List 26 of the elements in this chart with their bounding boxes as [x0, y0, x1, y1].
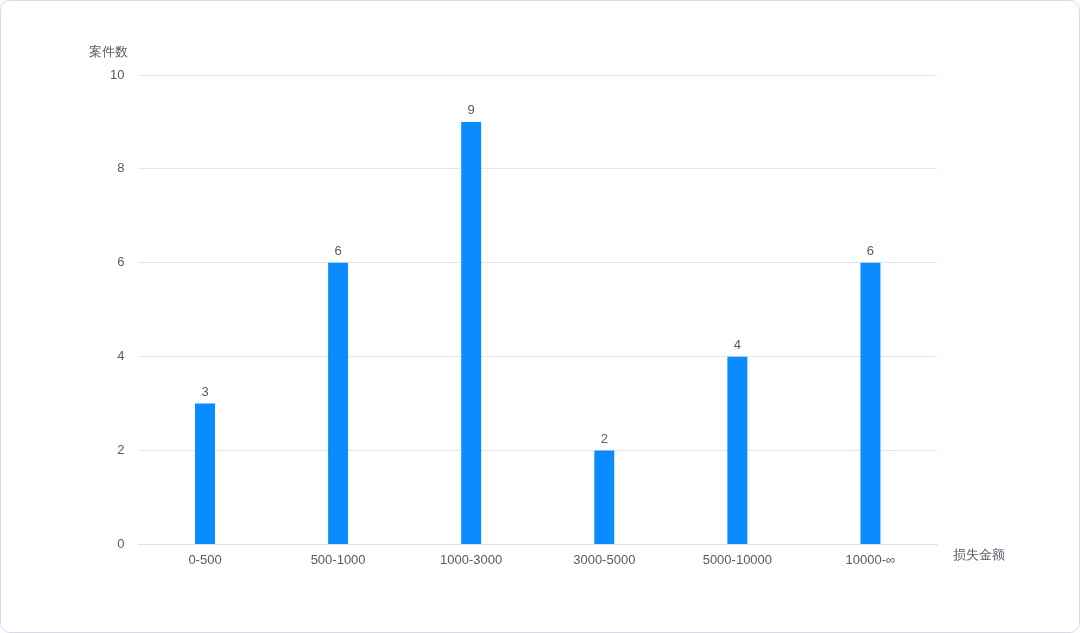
- x-tick-label: 500-1000: [310, 551, 366, 567]
- x-tick-label: 10000-∞: [845, 551, 896, 567]
- y-tick-label: 10: [109, 66, 125, 82]
- x-axis-title: 损失金额: [953, 546, 1005, 562]
- bar: [461, 121, 482, 544]
- y-tick-label: 0: [117, 535, 125, 551]
- data-label: 9: [467, 102, 475, 118]
- x-tick-label: 0-500: [188, 551, 222, 567]
- data-label: 4: [733, 336, 741, 352]
- bar: [195, 403, 215, 544]
- y-tick-label: 6: [117, 254, 125, 270]
- data-label: 6: [334, 242, 342, 258]
- data-label: 2: [600, 430, 608, 446]
- x-tick-label: 5000-10000: [702, 551, 773, 567]
- x-tick-label: 1000-3000: [440, 551, 503, 567]
- data-label: 6: [866, 242, 875, 258]
- bar: [328, 262, 349, 544]
- y-axis-title: 案件数: [88, 44, 128, 60]
- y-tick-label: 4: [117, 348, 125, 364]
- bar: [727, 356, 748, 544]
- data-label: 3: [201, 383, 209, 399]
- y-tick-label: 2: [117, 442, 125, 458]
- x-tick-label: 3000-5000: [573, 551, 636, 567]
- bar: [860, 262, 881, 544]
- bar: [594, 450, 615, 544]
- y-tick-label: 8: [117, 160, 125, 176]
